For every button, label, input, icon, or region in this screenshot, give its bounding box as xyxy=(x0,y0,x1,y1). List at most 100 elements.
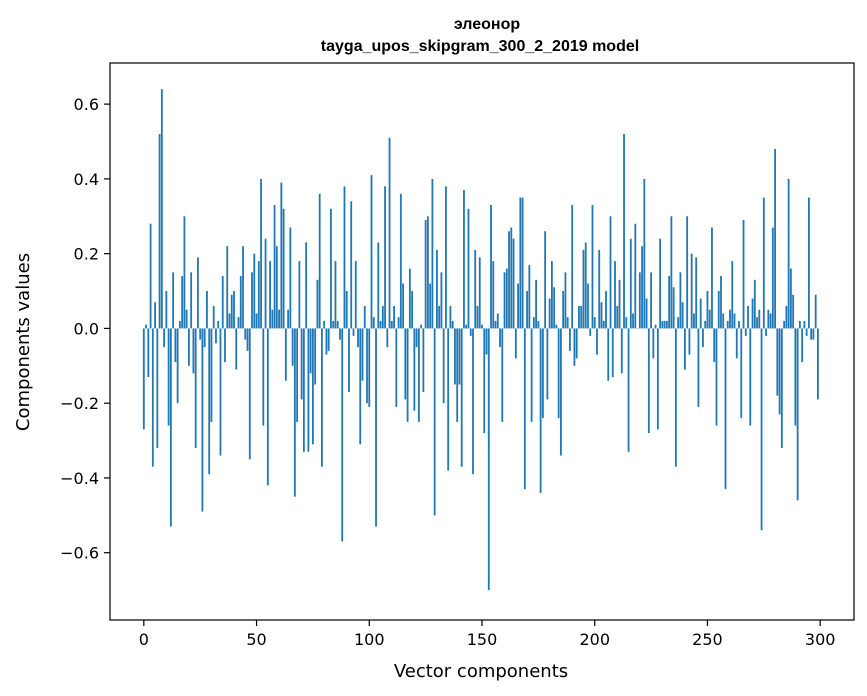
bar-87 xyxy=(339,328,341,340)
bar-191 xyxy=(573,328,576,366)
bar-169 xyxy=(523,328,526,490)
bar-177 xyxy=(541,328,544,419)
bar-200 xyxy=(593,317,596,329)
bar-226 xyxy=(652,328,655,359)
bar-28 xyxy=(206,291,208,329)
bar-132 xyxy=(440,272,443,329)
bar-173 xyxy=(532,317,535,329)
bar-185 xyxy=(560,328,562,456)
bar-1 xyxy=(145,324,147,329)
bar-158 xyxy=(499,328,501,348)
bar-164 xyxy=(512,238,515,329)
bar-112 xyxy=(395,328,398,407)
bar-32 xyxy=(215,328,217,344)
bar-276 xyxy=(765,328,767,336)
bar-170 xyxy=(526,291,528,329)
bar-116 xyxy=(404,328,407,400)
bar-146 xyxy=(472,328,474,475)
bar-269 xyxy=(749,328,752,426)
bar-143 xyxy=(465,324,468,329)
bar-196 xyxy=(584,242,587,329)
bar-13 xyxy=(172,272,175,329)
bar-29 xyxy=(208,328,211,475)
bar-88 xyxy=(341,328,344,542)
bar-119 xyxy=(411,291,414,329)
bar-77 xyxy=(316,279,319,329)
x-tick-label: 100 xyxy=(354,630,385,649)
bar-190 xyxy=(571,205,574,329)
bar-89 xyxy=(343,186,346,329)
bar-299 xyxy=(817,328,819,400)
x-axis-label: Vector components xyxy=(394,661,568,682)
bar-270 xyxy=(751,298,754,329)
bar-274 xyxy=(760,328,763,531)
bar-14 xyxy=(174,328,177,363)
bar-78 xyxy=(318,193,321,329)
bar-232 xyxy=(665,320,668,329)
bar-205 xyxy=(605,291,607,329)
bar-246 xyxy=(697,328,700,407)
y-tick-label: 0.4 xyxy=(74,170,99,189)
bar-82 xyxy=(327,328,330,351)
bar-120 xyxy=(413,328,416,411)
bar-109 xyxy=(388,137,391,329)
bar-209 xyxy=(614,261,616,329)
bar-149 xyxy=(478,257,481,329)
bar-280 xyxy=(774,148,776,329)
bar-41 xyxy=(235,328,238,370)
bar-131 xyxy=(438,305,441,329)
x-axis: 0 50 100 150 200 250 300 xyxy=(139,620,835,649)
bar-17 xyxy=(181,276,184,329)
bar-228 xyxy=(656,328,659,430)
bar-244 xyxy=(693,313,695,329)
bar-136 xyxy=(449,305,452,329)
bar-265 xyxy=(740,328,743,419)
bar-134 xyxy=(445,186,447,329)
bar-66 xyxy=(291,328,294,366)
bar-75 xyxy=(312,328,314,445)
bar-213 xyxy=(623,134,625,329)
bar-252 xyxy=(711,227,713,329)
bar-103 xyxy=(375,328,377,527)
bar-207 xyxy=(609,216,612,329)
bar-151 xyxy=(483,328,486,434)
bar-284 xyxy=(783,320,786,329)
bar-39 xyxy=(230,294,233,329)
bar-43 xyxy=(239,276,242,329)
bar-115 xyxy=(402,283,404,329)
bar-199 xyxy=(591,205,594,329)
bar-113 xyxy=(397,317,400,329)
bar-133 xyxy=(442,328,445,404)
bar-273 xyxy=(758,309,761,329)
bar-24 xyxy=(197,257,199,329)
bar-231 xyxy=(663,320,666,329)
bar-292 xyxy=(801,328,804,363)
bar-101 xyxy=(370,175,373,329)
bar-105 xyxy=(379,320,382,329)
bar-48 xyxy=(251,272,253,329)
x-tick-label: 0 xyxy=(139,630,149,649)
bar-221 xyxy=(641,246,643,329)
bar-117 xyxy=(406,328,409,422)
bar-34 xyxy=(219,328,222,456)
bar-107 xyxy=(384,186,386,329)
bar-53 xyxy=(262,328,265,426)
bar-206 xyxy=(607,328,610,381)
bar-35 xyxy=(221,276,224,329)
bar-91 xyxy=(348,328,350,392)
bar-4 xyxy=(151,328,154,467)
bar-67 xyxy=(293,328,296,497)
bar-42 xyxy=(237,317,240,329)
bar-287 xyxy=(789,268,792,329)
bar-153 xyxy=(487,328,490,591)
bar-37 xyxy=(226,246,229,329)
bar-125 xyxy=(424,220,427,329)
bar-294 xyxy=(805,328,808,336)
bar-275 xyxy=(762,197,765,329)
bar-95 xyxy=(357,328,359,348)
y-tick-label: −0.2 xyxy=(60,394,99,413)
bar-297 xyxy=(812,328,815,340)
bar-291 xyxy=(798,320,801,329)
bar-240 xyxy=(684,328,686,370)
